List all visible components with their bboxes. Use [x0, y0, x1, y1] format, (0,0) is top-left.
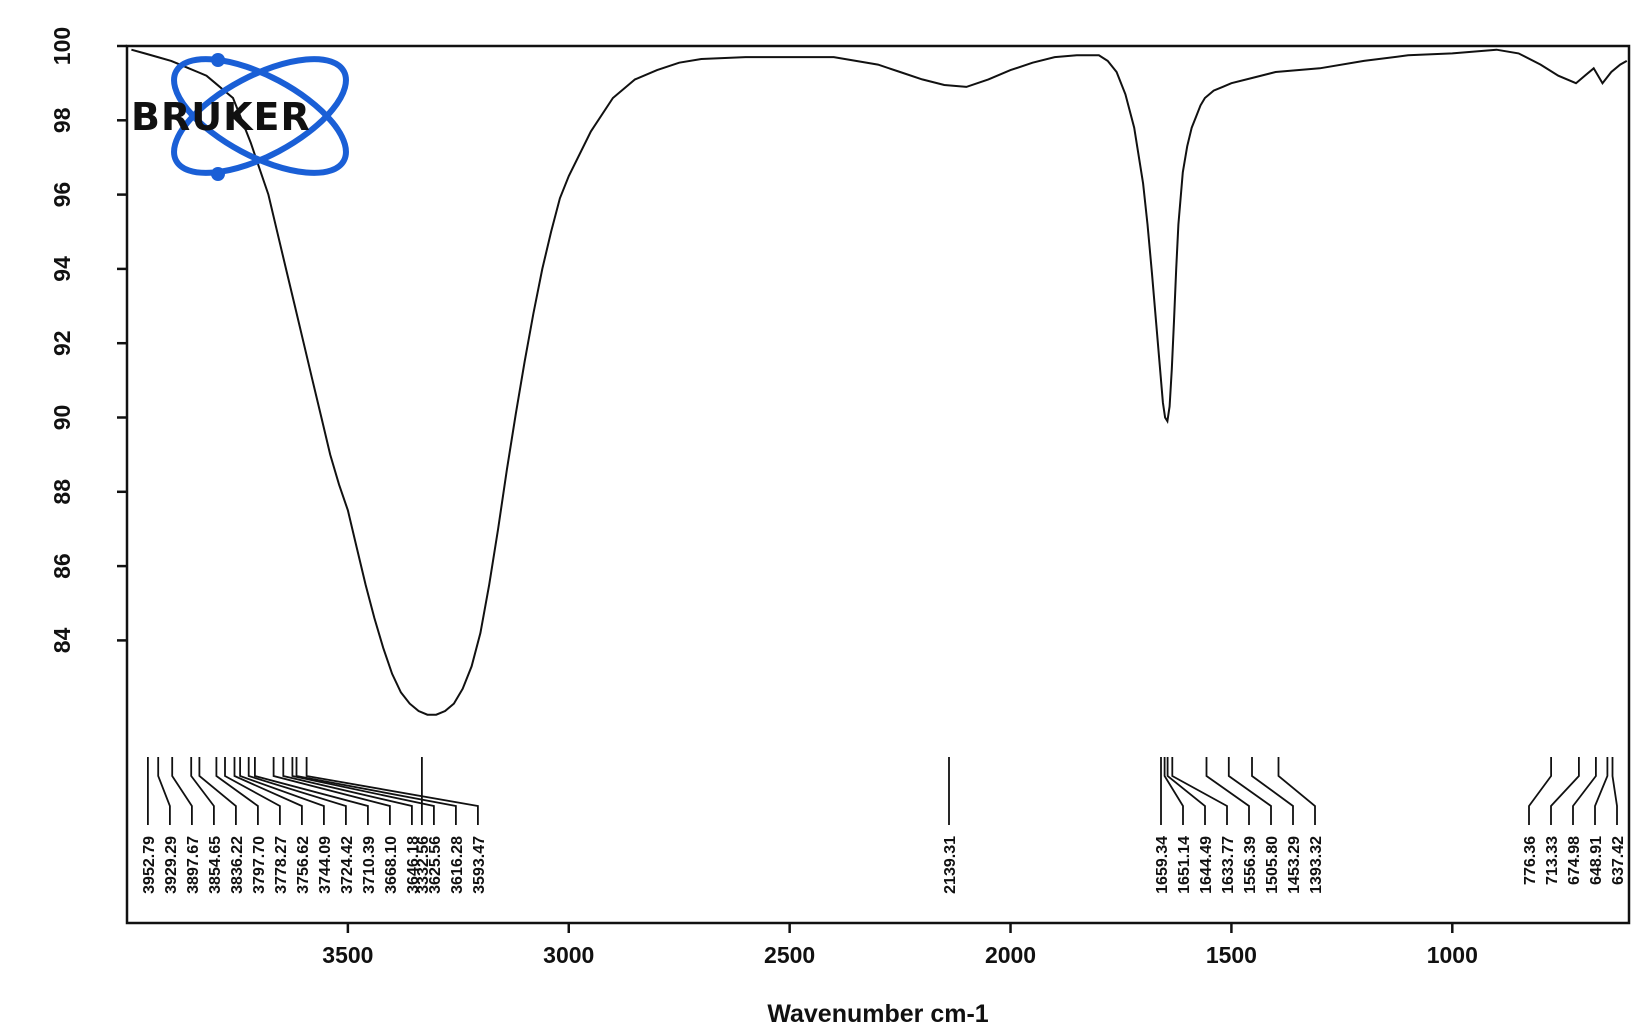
peak-marker-line — [1550, 757, 1580, 825]
logo-orbit-1 — [171, 56, 349, 176]
plot-frame — [125, 44, 1631, 925]
logo-text: BRUKER — [131, 95, 311, 139]
peak-label: 674.98 — [1566, 836, 1583, 885]
y-tick-label: 88 — [49, 479, 75, 505]
peak-label: 3724.42 — [339, 836, 356, 894]
peak-label: 3756.62 — [295, 836, 312, 894]
peak-label: 3744.09 — [317, 836, 334, 894]
peak-marker-line — [233, 757, 303, 825]
peak-marker-line — [295, 757, 457, 825]
x-tick-label: 1000 — [1427, 942, 1478, 968]
peak-label: 3625.56 — [427, 836, 444, 894]
peak-marker-line — [215, 757, 259, 825]
peak-label: 3929.29 — [163, 836, 180, 894]
peak-label: 3854.65 — [207, 836, 224, 894]
peak-label: 3797.70 — [251, 836, 268, 894]
peak-marker-line — [305, 757, 479, 825]
peak-label: 1659.34 — [1154, 836, 1171, 894]
peak-marker-line — [291, 757, 435, 825]
peak-label: 3616.28 — [449, 836, 466, 894]
peak-marker-line — [1594, 757, 1609, 825]
peak-marker-line — [1227, 757, 1272, 825]
x-tick-label: 2000 — [985, 942, 1036, 968]
peak-label: 713.33 — [1544, 836, 1561, 885]
x-tick-label: 1500 — [1206, 942, 1257, 968]
peak-label: 3668.10 — [383, 836, 400, 894]
peak-label: 1505.80 — [1264, 836, 1281, 894]
spectrum-line — [131, 48, 1628, 716]
peak-marker-line — [1277, 757, 1316, 825]
peak-label: 637.42 — [1610, 836, 1627, 885]
peak-label: 3593.47 — [471, 836, 488, 894]
x-tick-label: 2500 — [764, 942, 815, 968]
peak-marker-line — [224, 757, 281, 825]
y-tick-label: 92 — [49, 330, 75, 356]
peak-marker-line — [1251, 757, 1294, 825]
peak-marker-line — [239, 757, 325, 825]
y-tick-label: 84 — [49, 627, 75, 653]
peak-label: 2139.31 — [942, 836, 959, 894]
peak-label: 1393.32 — [1308, 836, 1325, 894]
peak-marker-line — [272, 757, 391, 825]
peak-label: 3332.56 — [415, 836, 432, 894]
x-axis-label: Wavenumber cm-1 — [767, 1000, 988, 1028]
peak-label: 3952.79 — [141, 836, 158, 894]
y-tick-label: 94 — [49, 256, 75, 282]
y-tick-label: 98 — [49, 107, 75, 133]
peak-label: 1644.49 — [1198, 836, 1215, 894]
x-tick-label: 3000 — [543, 942, 594, 968]
y-tick-label: 86 — [49, 553, 75, 579]
peak-marker-line — [198, 757, 237, 825]
peak-label: 648.91 — [1588, 836, 1605, 885]
peak-label: 3778.27 — [273, 836, 290, 894]
peak-marker-line — [282, 757, 413, 825]
logo-dot-bottom — [211, 167, 225, 181]
peak-label: 1453.29 — [1286, 836, 1303, 894]
peak-marker-line — [1572, 757, 1597, 825]
peak-marker-line — [1205, 757, 1250, 825]
peak-label: 3710.39 — [361, 836, 378, 894]
peak-marker-line — [157, 757, 171, 825]
y-tick-label: 90 — [49, 405, 75, 431]
peak-marker-line — [1528, 757, 1552, 825]
logo-dot-top — [211, 53, 225, 67]
peak-marker-line — [1163, 757, 1184, 825]
peak-label: 1556.39 — [1242, 836, 1259, 894]
peak-label: 1651.14 — [1176, 836, 1193, 894]
peak-label: 776.36 — [1522, 836, 1539, 885]
peak-marker-line — [190, 757, 215, 825]
peak-label: 3897.67 — [185, 836, 202, 894]
peak-marker-line — [171, 757, 193, 825]
x-axis: 3500 3000 2500 2000 1500 1000 — [322, 923, 1478, 968]
y-axis: 100 98 96 94 92 90 88 86 84 — [49, 27, 127, 653]
peak-label: 3646.18 — [405, 836, 422, 894]
y-tick-label: 96 — [49, 182, 75, 208]
peak-marker-line — [1171, 757, 1228, 825]
peak-marker-line — [247, 757, 347, 825]
bruker-logo: BRUKER — [131, 53, 349, 181]
x-tick-label: 3500 — [322, 942, 373, 968]
y-tick-label: 100 — [49, 27, 75, 65]
peak-label: 1633.77 — [1220, 836, 1237, 894]
peak-label: 3836.22 — [229, 836, 246, 894]
logo-orbit-2 — [171, 56, 349, 176]
peak-marker-line — [1166, 757, 1206, 825]
peak-markers: 3952.79 3929.29 3897.67 3854.65 3836.22 3797.… — [141, 757, 1627, 894]
peak-marker-line — [253, 757, 369, 825]
peak-marker-line — [1611, 757, 1618, 825]
